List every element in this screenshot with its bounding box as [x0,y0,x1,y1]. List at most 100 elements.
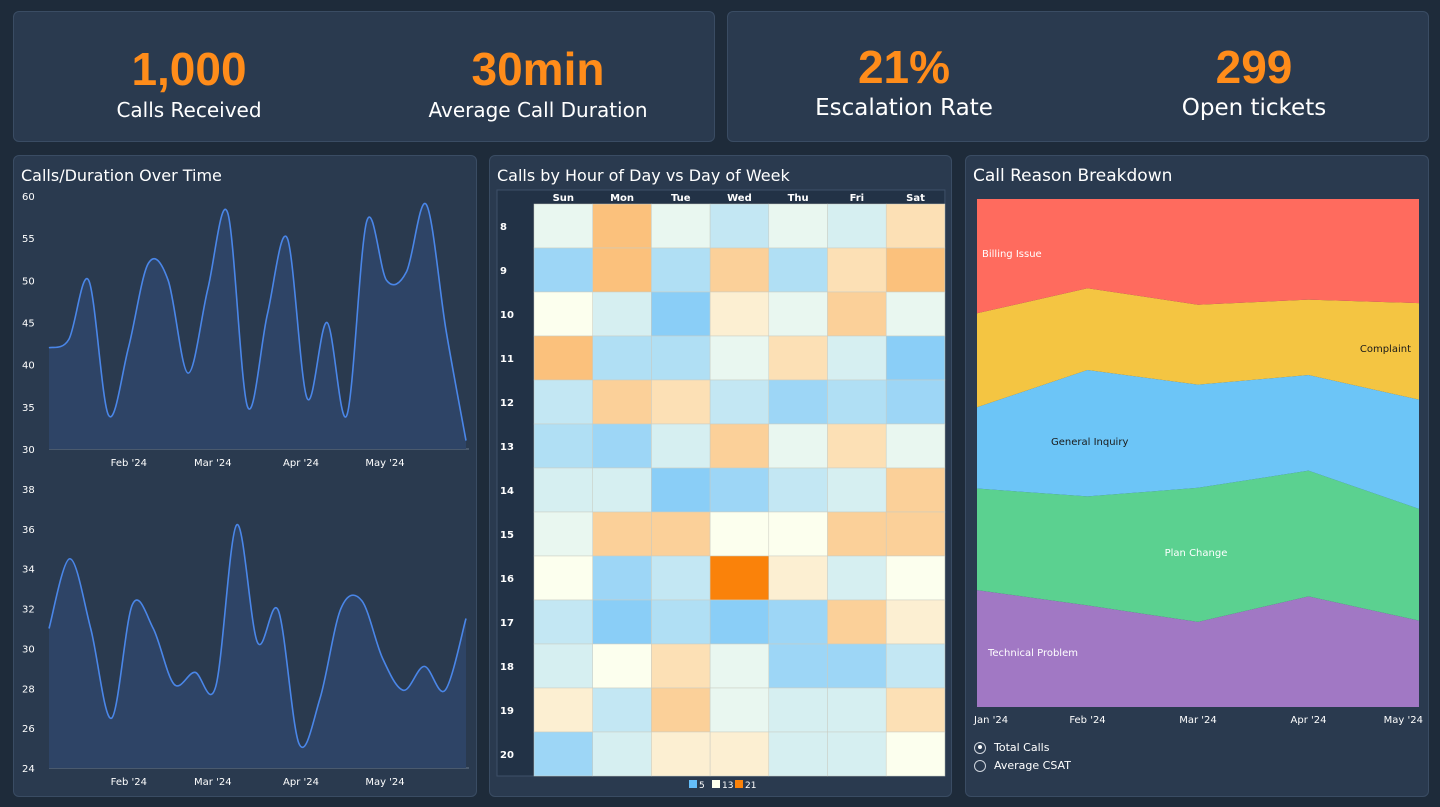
heatmap-column-label: Thu [788,193,809,204]
heatmap-cell [709,731,770,777]
heatmap-cell [885,599,946,645]
heatmap-cell [651,555,711,601]
heatmap-cell [533,731,593,777]
heatmap-cell [885,511,946,557]
heatmap-cell [768,335,828,381]
x-tick-label: Jan '24 [973,715,1008,726]
x-tick-label: Mar '24 [194,458,232,469]
area-series-complaint [977,288,1419,408]
heatmap-cell [768,731,828,777]
heatmap-legend-swatch [712,780,720,788]
x-tick-label: Mar '24 [1179,715,1217,726]
heatmap-cell [533,335,593,381]
heatmap-cell [885,555,946,601]
heatmap-cell [768,247,828,293]
y-tick-label: 50 [22,276,35,287]
x-tick-label: May '24 [365,777,404,788]
panel-title: Call Reason Breakdown [973,166,1173,186]
heatmap-cell [885,379,946,425]
heatmap-cell [651,379,711,425]
heatmap-row-label: 18 [500,662,514,673]
x-tick-label: Apr '24 [283,777,319,788]
heatmap-cell [709,643,770,689]
kpi-calls-received: 1,000 Calls Received [24,42,354,124]
heatmap-row-label: 16 [500,574,514,585]
heatmap-cell [709,467,770,513]
heatmap-cell [533,379,593,425]
heatmap-cell [827,467,887,513]
legend-total-calls[interactable]: Total Calls [974,741,1049,754]
heatmap-cell [592,599,652,645]
heatmap-cell [768,423,828,469]
calls-series-line [48,202,467,441]
heatmap-cell [768,687,828,733]
kpi-card-escalation-tickets: 21% Escalation Rate 299 Open tickets [727,11,1429,142]
heatmap-cell [827,687,887,733]
heatmap-cell [709,203,770,249]
heatmap-cell [709,247,770,293]
kpi-escalation-rate: 21% Escalation Rate [739,40,1069,122]
area-series-general-inquiry [977,369,1419,509]
heatmap-cell [885,335,946,381]
heatmap-cell [651,291,711,337]
calls-area-fill [49,203,466,449]
heatmap-cell [885,423,946,469]
heatmap-panel: Calls by Hour of Day vs Day of Week Sun M… [489,155,952,797]
x-tick-label: Feb '24 [111,777,147,788]
radio-unselected-icon[interactable] [974,759,986,772]
legend-average-csat[interactable]: Average CSAT [974,759,1071,772]
heatmap-cell [592,687,652,733]
area-series-billing-issue [977,199,1419,314]
y-tick-label: 45 [22,319,35,330]
y-tick-label: 30 [22,644,35,655]
y-tick-label: 34 [22,565,35,576]
area-series-label: Complaint [1360,344,1411,355]
x-tick-label: Apr '24 [1291,715,1327,726]
radio-selected-icon[interactable] [974,741,986,754]
heatmap-cell [768,291,828,337]
heatmap-cell [768,643,828,689]
heatmap-cell [827,643,887,689]
heatmap-cell [592,467,652,513]
heatmap-cell [592,511,652,557]
x-tick-label: Feb '24 [1069,715,1105,726]
heatmap-cell [651,203,711,249]
heatmap-cell [533,555,593,601]
heatmap-legend-swatch [689,780,697,788]
heatmap-column-label: Sat [906,193,925,204]
heatmap-cell [533,291,593,337]
panel-title: Calls by Hour of Day vs Day of Week [497,166,790,185]
area-series-technical-problem [977,590,1419,707]
heatmap-row-label: 20 [500,750,514,761]
heatmap-cell [592,247,652,293]
heatmap-cell [885,643,946,689]
heatmap-row-label: 10 [500,310,514,321]
y-tick-label: 30 [22,445,35,456]
heatmap-row-label: 12 [500,398,514,409]
area-series-plan-change [977,470,1419,622]
y-tick-label: 35 [22,403,35,414]
heatmap-cell [768,599,828,645]
area-series-label: Billing Issue [982,249,1042,260]
heatmap-cell [592,423,652,469]
heatmap-column-label: Fri [850,193,865,204]
y-tick-label: 24 [22,764,35,775]
panel-title: Calls/Duration Over Time [21,166,222,185]
kpi-value: 21% [857,41,951,93]
y-tick-label: 28 [22,684,35,695]
kpi-value: 299 [1215,41,1293,93]
y-tick-label: 55 [22,234,35,245]
heatmap-cell [651,247,711,293]
heatmap-legend-swatch [735,780,743,788]
heatmap-cell [592,731,652,777]
duration-series-line [48,524,467,748]
duration-area-fill [49,524,466,768]
heatmap-cell [768,467,828,513]
heatmap-row-label: 19 [500,706,514,717]
heatmap-cell [592,203,652,249]
heatmap-cell [709,423,770,469]
kpi-label: Average Call Duration [428,98,648,122]
area-series-label: Plan Change [1165,548,1228,559]
heatmap-chart: Sun Mon Tue Wed Thu Fri Sat 8 9 10 11 12 13 14 15 16 17 1… [496,189,946,791]
heatmap-column-label: Mon [610,193,634,204]
